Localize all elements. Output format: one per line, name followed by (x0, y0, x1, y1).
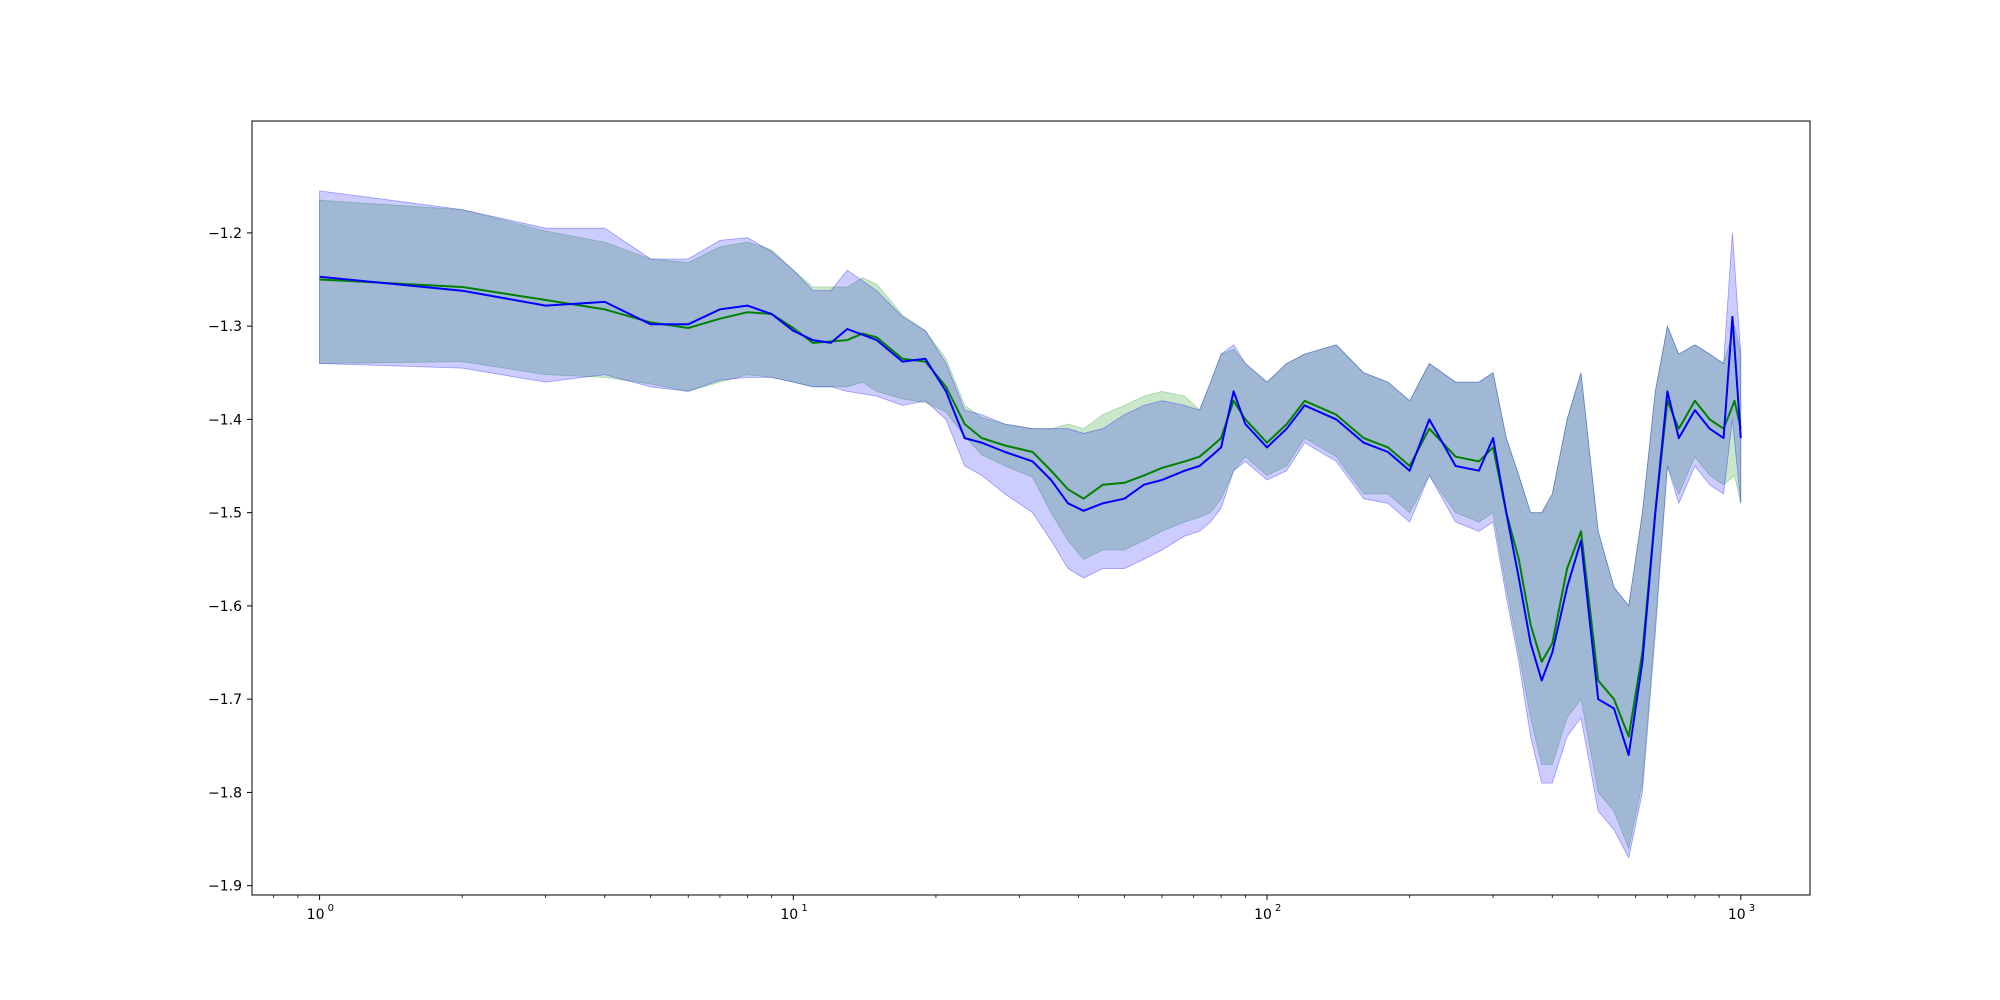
x-tick-exponent: 1 (801, 903, 807, 914)
x-tick-label: 10 2 (1254, 903, 1281, 923)
x-tick-exponent: 2 (1275, 903, 1281, 914)
y-tick-label: −1.2 (208, 226, 242, 242)
y-tick-label: −1.8 (208, 785, 242, 801)
series-lines (319, 275, 1742, 757)
x-tick-label: 10 3 (1728, 903, 1755, 923)
y-axis: −1.2 −1.3 −1.4 −1.5 −1.6 −1.7 −1.8 −1.9 (208, 226, 252, 895)
y-tick-label: −1.7 (208, 692, 242, 708)
x-axis: 10 0 10 1 10 2 10 3 (273, 895, 1755, 923)
y-tick-label: −1.3 (208, 319, 242, 335)
x-tick-label: 10 1 (780, 903, 807, 923)
confidence-bands (319, 190, 1742, 859)
plot-area-frame (251, 120, 1811, 896)
x-tick-exponent: 0 (328, 903, 334, 914)
x-tick-base: 10 (1254, 907, 1272, 923)
x-tick-base: 10 (307, 907, 325, 923)
x-tick-exponent: 3 (1749, 903, 1755, 914)
x-tick-base: 10 (1728, 907, 1746, 923)
x-tick-base: 10 (780, 907, 798, 923)
line-series-1 (319, 275, 1742, 757)
y-tick-label: −1.5 (208, 506, 242, 522)
band-series-0 (319, 199, 1742, 850)
y-tick-label: −1.9 (208, 879, 242, 895)
y-tick-label: −1.6 (208, 599, 242, 615)
band-series-1 (319, 190, 1742, 859)
y-tick-label: −1.4 (208, 412, 242, 428)
x-tick-label: 10 0 (307, 903, 334, 923)
